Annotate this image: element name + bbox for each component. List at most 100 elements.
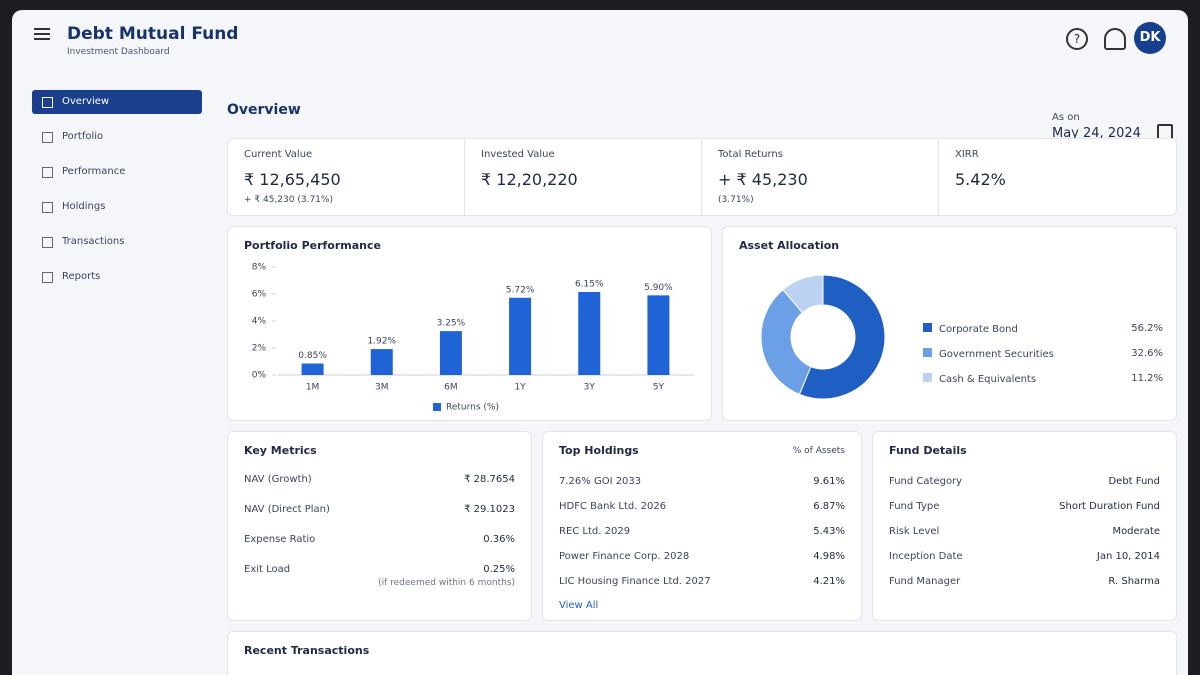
value-label: 5.72% bbox=[506, 285, 535, 295]
summary-value: 5.42% bbox=[955, 170, 1006, 189]
holding-row: Power Finance Corp. 2028 4.98% bbox=[559, 551, 845, 562]
metric-row: Expense Ratio 0.36% bbox=[244, 534, 515, 545]
metric-label: Exit Load bbox=[244, 564, 291, 575]
transactions-card: Recent Transactions bbox=[227, 631, 1177, 675]
card-title: Recent Transactions bbox=[244, 644, 370, 657]
bar bbox=[509, 297, 532, 375]
card-title: Portfolio Performance bbox=[244, 239, 381, 252]
holding-weight: 4.98% bbox=[813, 551, 845, 562]
holding-row: REC Ltd. 2029 5.43% bbox=[559, 526, 845, 537]
legend-value: 56.2% bbox=[1131, 323, 1163, 334]
detail-value: Debt Fund bbox=[1108, 476, 1160, 487]
donut-segment bbox=[760, 289, 812, 396]
metric-row: Exit Load 0.25% (if redeemed within 6 mont… bbox=[244, 564, 515, 588]
metric-label: NAV (Direct Plan) bbox=[244, 504, 330, 515]
legend-item: Cash & Equivalents 11.2% bbox=[923, 373, 1163, 385]
summary-item: Current Value ₹ 12,65,450 + ₹ 45,230 (3.71… bbox=[228, 139, 465, 215]
donut-chart bbox=[760, 274, 886, 400]
nav-item[interactable]: Reports bbox=[32, 265, 202, 289]
performance-card: Portfolio Performance 0% 2% 4% 6% 8% 0.85% 1M 1… bbox=[227, 226, 712, 421]
legend-swatch bbox=[923, 323, 932, 332]
card-title: Asset Allocation bbox=[739, 239, 840, 252]
metric-row: NAV (Growth) ₹ 28.7654 bbox=[244, 474, 515, 485]
app-subtitle: Investment Dashboard bbox=[67, 47, 170, 57]
screen: Debt Mutual Fund Investment Dashboard ? … bbox=[12, 10, 1188, 675]
x-tick-label: 6M bbox=[444, 383, 458, 393]
donut-segment bbox=[782, 274, 824, 314]
avatar[interactable]: DK bbox=[1134, 22, 1166, 54]
summary-item: Total Returns + ₹ 45,230 (3.71%) bbox=[702, 139, 939, 215]
detail-label: Fund Type bbox=[889, 501, 940, 512]
nav-item[interactable]: Performance bbox=[32, 160, 202, 184]
metric-value: 0.25% bbox=[483, 564, 515, 575]
card-title: Key Metrics bbox=[244, 444, 317, 457]
fund-details-card: Fund Details Fund Category Debt Fund Fund … bbox=[872, 431, 1177, 621]
bar bbox=[647, 295, 670, 375]
nav-item[interactable]: Holdings bbox=[32, 195, 202, 219]
sidebar: Overview Portfolio Performance Holdings Tran… bbox=[12, 90, 212, 300]
nav-item[interactable]: Portfolio bbox=[32, 125, 202, 149]
legend-item: Corporate Bond 56.2% bbox=[923, 323, 1163, 335]
x-tick-label: 1Y bbox=[514, 383, 526, 393]
menu-button[interactable] bbox=[34, 28, 50, 40]
x-tick-label: 1M bbox=[306, 383, 320, 393]
legend-label: Cash & Equivalents bbox=[939, 374, 1037, 385]
notification-icon[interactable] bbox=[1104, 28, 1126, 50]
card-title: Fund Details bbox=[889, 444, 967, 457]
nav-item[interactable]: Overview bbox=[32, 90, 202, 114]
value-label: 5.90% bbox=[644, 283, 673, 293]
summary-value: ₹ 12,65,450 bbox=[244, 170, 341, 189]
value-label: 6.15% bbox=[575, 279, 604, 289]
holding-weight: 9.61% bbox=[813, 476, 845, 487]
x-tick-label: 3M bbox=[375, 383, 389, 393]
key-metrics-card: Key Metrics NAV (Growth) ₹ 28.7654 NAV (Di… bbox=[227, 431, 532, 621]
legend-swatch bbox=[923, 348, 932, 357]
summary-sub: (3.71%) bbox=[718, 195, 754, 205]
detail-row: Inception Date Jan 10, 2014 bbox=[889, 551, 1160, 562]
legend-label: Government Securities bbox=[939, 349, 1054, 360]
summary-label: Current Value bbox=[244, 149, 313, 160]
column-header: % of Assets bbox=[792, 446, 845, 456]
view-all-link[interactable]: View All bbox=[559, 600, 599, 611]
holding-name: REC Ltd. 2029 bbox=[559, 526, 631, 537]
metric-value: ₹ 29.1023 bbox=[464, 504, 515, 515]
bar bbox=[439, 331, 462, 375]
metric-note: (if redeemed within 6 months) bbox=[378, 578, 515, 588]
legend-item: Government Securities 32.6% bbox=[923, 348, 1163, 360]
holding-row: LIC Housing Finance Ltd. 2027 4.21% bbox=[559, 576, 845, 587]
detail-label: Inception Date bbox=[889, 551, 963, 562]
x-tick-label: 3Y bbox=[584, 383, 596, 393]
app-title: Debt Mutual Fund bbox=[67, 24, 239, 44]
section-title: Overview bbox=[227, 102, 301, 118]
holding-row: HDFC Bank Ltd. 2026 6.87% bbox=[559, 501, 845, 512]
y-tick-label: 6% bbox=[252, 290, 267, 300]
detail-value: Short Duration Fund bbox=[1059, 501, 1160, 512]
summary-label: Invested Value bbox=[481, 149, 555, 160]
detail-row: Risk Level Moderate bbox=[889, 526, 1160, 537]
summary-item: Invested Value ₹ 12,20,220 bbox=[465, 139, 702, 215]
summary-label: XIRR bbox=[955, 149, 979, 160]
summary-value: ₹ 12,20,220 bbox=[481, 170, 578, 189]
help-icon[interactable]: ? bbox=[1066, 28, 1088, 50]
bar bbox=[301, 363, 324, 375]
allocation-card: Asset Allocation Corporate Bond 56.2% Gove… bbox=[722, 226, 1177, 421]
legend-value: 11.2% bbox=[1131, 373, 1163, 384]
metric-label: Expense Ratio bbox=[244, 534, 316, 545]
top-holdings-card: Top Holdings % of Assets View All 7.26% … bbox=[542, 431, 862, 621]
legend-label: Corporate Bond bbox=[939, 324, 1018, 335]
card-title: Top Holdings bbox=[559, 444, 639, 457]
holding-weight: 6.87% bbox=[813, 501, 845, 512]
y-tick-label: 4% bbox=[252, 317, 267, 327]
holding-name: Power Finance Corp. 2028 bbox=[559, 551, 690, 562]
header: Debt Mutual Fund Investment Dashboard ? … bbox=[12, 10, 1188, 72]
nav-item[interactable]: Transactions bbox=[32, 230, 202, 254]
holding-name: HDFC Bank Ltd. 2026 bbox=[559, 501, 667, 512]
y-tick-label: 0% bbox=[252, 371, 267, 381]
summary-label: Total Returns bbox=[718, 149, 783, 160]
metric-value: 0.36% bbox=[483, 534, 515, 545]
detail-row: Fund Category Debt Fund bbox=[889, 476, 1160, 487]
value-label: 1.92% bbox=[367, 337, 396, 347]
detail-label: Fund Category bbox=[889, 476, 963, 487]
detail-value: Jan 10, 2014 bbox=[1096, 551, 1160, 562]
